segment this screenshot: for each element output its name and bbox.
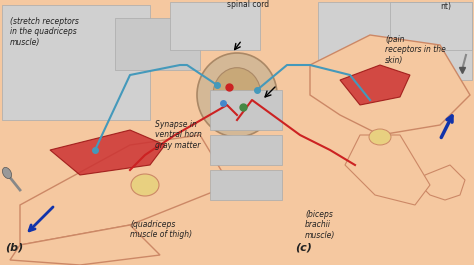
Text: (stretch receptors
in the quadriceps
muscle): (stretch receptors in the quadriceps mus… — [10, 17, 79, 47]
Ellipse shape — [197, 53, 277, 137]
Text: spinal cord: spinal cord — [227, 0, 269, 9]
Ellipse shape — [2, 167, 11, 179]
Ellipse shape — [213, 68, 261, 122]
Text: (pain
receptors in the
skin): (pain receptors in the skin) — [385, 35, 446, 65]
FancyBboxPatch shape — [210, 170, 282, 200]
Ellipse shape — [369, 129, 391, 145]
FancyBboxPatch shape — [0, 0, 300, 265]
Polygon shape — [50, 130, 165, 175]
Polygon shape — [345, 135, 430, 205]
Text: (biceps
brachii
muscle): (biceps brachii muscle) — [305, 210, 336, 240]
Polygon shape — [310, 35, 470, 135]
FancyBboxPatch shape — [390, 2, 472, 50]
FancyBboxPatch shape — [210, 90, 282, 130]
Text: (b): (b) — [5, 243, 23, 253]
FancyBboxPatch shape — [170, 2, 260, 50]
Text: nt): nt) — [440, 2, 451, 11]
Text: (quadriceps
muscle of thigh): (quadriceps muscle of thigh) — [130, 220, 192, 239]
FancyBboxPatch shape — [318, 2, 472, 80]
Ellipse shape — [131, 174, 159, 196]
Text: (c): (c) — [295, 243, 312, 253]
Polygon shape — [10, 225, 160, 265]
FancyBboxPatch shape — [115, 18, 200, 70]
FancyBboxPatch shape — [2, 5, 150, 120]
Polygon shape — [20, 135, 230, 245]
Polygon shape — [340, 65, 410, 105]
FancyBboxPatch shape — [210, 135, 282, 165]
Text: Synapse in
ventral horn
gray matter: Synapse in ventral horn gray matter — [155, 120, 202, 150]
Polygon shape — [420, 165, 465, 200]
